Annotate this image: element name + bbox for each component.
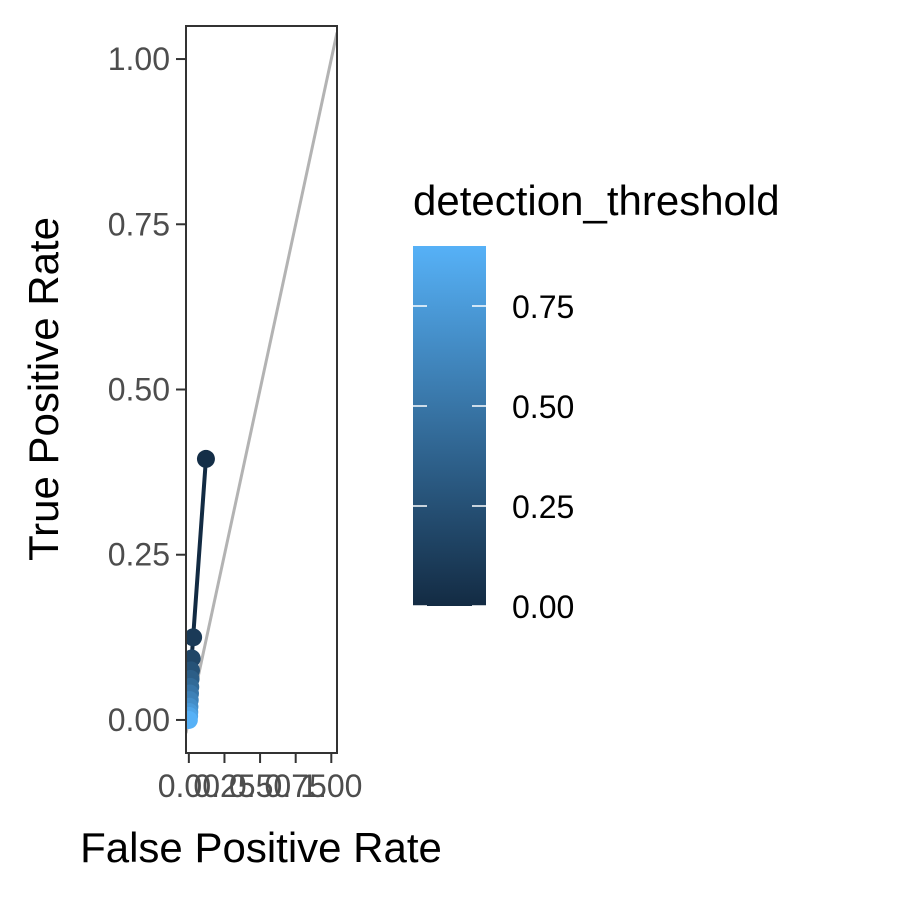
- y-axis-title: True Positive Rate: [20, 217, 67, 561]
- x-tick-label: 0.25: [193, 768, 255, 804]
- x-tick-label: 1.00: [300, 768, 362, 804]
- x-axis: 0.000.250.500.751.00: [158, 753, 362, 804]
- x-tick-label: 0.75: [265, 768, 327, 804]
- colorbar: [413, 246, 486, 606]
- x-tick-label: 0.00: [158, 768, 220, 804]
- plot-panel: [185, 25, 338, 754]
- colorbar-tick-label: 0.00: [512, 589, 574, 625]
- colorbar-tick-label: 0.75: [512, 289, 574, 325]
- reference-diagonal-layer: [186, 32, 337, 734]
- roc-point: [186, 628, 203, 647]
- y-tick-label: 0.00: [108, 702, 170, 738]
- reference-diagonal: [186, 32, 337, 734]
- colorbar-legend: detection_threshold 0.00 0.25 0.50 0.75: [413, 177, 780, 625]
- y-axis: 0.00 0.25 0.50 0.75 1.00: [108, 41, 186, 738]
- x-tick-label: 0.50: [229, 768, 291, 804]
- y-tick-label: 0.75: [108, 206, 170, 242]
- colorbar-tick-label: 0.50: [512, 389, 574, 425]
- y-tick-label: 0.25: [108, 537, 170, 573]
- data-layer: [186, 449, 215, 729]
- legend-title: detection_threshold: [413, 177, 780, 224]
- roc-point: [186, 710, 198, 729]
- y-tick-label: 1.00: [108, 41, 170, 77]
- roc-point: [196, 449, 215, 468]
- y-tick-label: 0.50: [108, 372, 170, 408]
- colorbar-tick-label: 0.25: [512, 489, 574, 525]
- colorbar-ticks: 0.00 0.25 0.50 0.75: [413, 289, 574, 625]
- x-axis-title: False Positive Rate: [80, 824, 442, 871]
